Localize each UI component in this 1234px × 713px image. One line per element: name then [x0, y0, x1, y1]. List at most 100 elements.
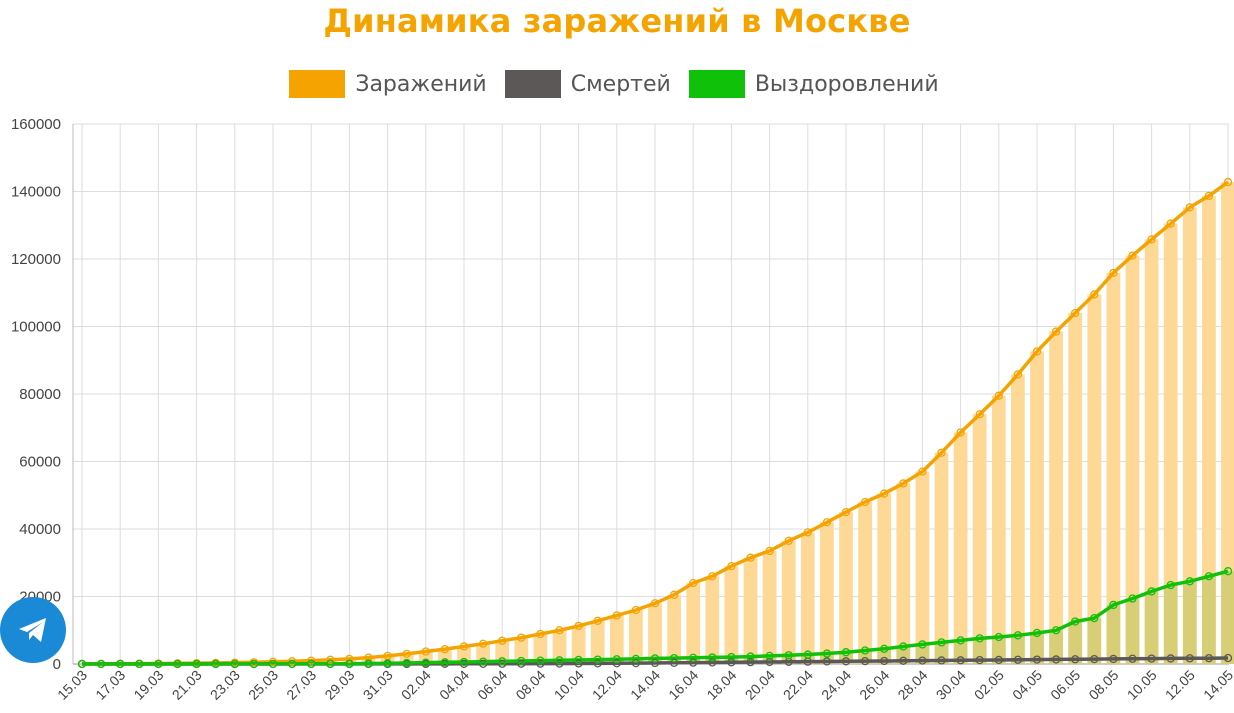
line-infected	[81, 180, 1230, 666]
point-infected	[440, 645, 450, 654]
point-infected	[478, 639, 488, 648]
x-tick-label: 04.04	[436, 667, 472, 703]
point-recovered	[536, 656, 545, 665]
point-recovered	[77, 659, 87, 669]
point-infected	[498, 636, 507, 645]
x-tick-label: 06.05	[1047, 667, 1083, 703]
legend-swatch-deaths	[504, 70, 561, 98]
point-infected	[784, 536, 793, 545]
point-recovered	[402, 658, 411, 668]
bar-infected	[686, 583, 701, 664]
telegram-icon	[19, 618, 46, 642]
point-recovered	[1128, 594, 1137, 603]
bar-infected	[877, 493, 892, 664]
point-recovered	[708, 653, 717, 662]
legend-item-deaths[interactable]: Смертей	[504, 70, 677, 98]
bar-recovered	[1125, 598, 1140, 664]
bar-infected	[724, 566, 739, 664]
point-recovered	[803, 650, 812, 659]
point-infected	[841, 507, 851, 517]
point-infected	[727, 561, 736, 571]
bar-recovered	[648, 658, 662, 664]
bar-infected	[915, 471, 930, 664]
point-deaths	[1185, 654, 1194, 663]
point-infected	[860, 497, 870, 507]
point-deaths	[498, 659, 507, 668]
point-deaths	[669, 658, 679, 667]
point-infected	[689, 578, 698, 588]
bar-infected	[896, 483, 911, 664]
bar-infected	[495, 640, 510, 664]
point-recovered	[154, 659, 163, 669]
line-recovered	[82, 569, 1229, 666]
point-recovered	[574, 655, 583, 665]
point-recovered	[555, 656, 564, 665]
x-tick-label: 14.04	[627, 667, 663, 703]
point-recovered	[1185, 577, 1194, 586]
legend-item-recovered[interactable]: Выздоровлений	[688, 70, 945, 98]
point-recovered	[822, 649, 832, 658]
point-deaths	[1090, 654, 1099, 664]
point-recovered	[880, 644, 889, 653]
point-infected	[650, 599, 660, 608]
bar-infected	[323, 659, 338, 664]
x-axis-ticks: 15.03 17.03 19.03 21.03 23.03 25.03 27.03 29.03…	[54, 667, 1234, 703]
point-deaths	[650, 658, 660, 668]
point-deaths	[918, 656, 927, 665]
point-infected	[822, 518, 832, 527]
y-tick-label: 0	[53, 656, 61, 673]
x-tick-label: 14.05	[1200, 667, 1234, 703]
y-tick-label: 40000	[19, 521, 61, 538]
point-infected	[459, 642, 469, 651]
point-deaths	[765, 657, 774, 667]
bar-infected	[609, 615, 624, 664]
point-recovered	[593, 655, 602, 664]
point-recovered	[746, 652, 755, 661]
bar-recovered	[781, 655, 796, 664]
chart-title: Динамика заражений в Москве	[323, 2, 911, 40]
x-tick-label: 08.04	[512, 667, 548, 703]
point-deaths	[1166, 654, 1175, 663]
point-deaths	[536, 659, 545, 668]
point-recovered	[689, 653, 698, 662]
point-infected	[402, 649, 411, 659]
bar-infected	[533, 633, 548, 664]
point-infected	[937, 448, 946, 457]
bar-infected	[1221, 182, 1234, 665]
point-infected	[612, 611, 621, 620]
point-deaths	[517, 659, 526, 668]
point-infected	[307, 656, 316, 665]
x-tick-label: 02.05	[971, 667, 1007, 703]
legend-label-deaths: Смертей	[570, 71, 671, 97]
point-deaths	[994, 655, 1003, 665]
telegram-button[interactable]	[0, 597, 66, 663]
point-recovered	[1071, 617, 1080, 626]
x-tick-label: 25.03	[245, 667, 281, 703]
bar-infected	[1125, 255, 1140, 664]
bar-recovered	[1144, 591, 1159, 664]
point-recovered	[249, 659, 259, 669]
y-axis-ticks: 0200004000060000800001000001200001400001…	[11, 116, 61, 673]
point-recovered	[1166, 580, 1175, 590]
point-deaths	[937, 656, 946, 665]
bar-infected	[858, 502, 872, 664]
x-tick-label: 17.03	[92, 667, 128, 703]
x-tick-label: 21.03	[169, 667, 205, 703]
y-tick-label: 60000	[19, 454, 61, 471]
legend-item-infected[interactable]: Заражений	[289, 70, 492, 98]
point-recovered	[326, 659, 335, 668]
bar-infected	[800, 532, 815, 664]
point-recovered	[1204, 572, 1214, 581]
point-recovered	[1051, 626, 1061, 635]
point-deaths	[631, 658, 641, 668]
point-infected	[593, 616, 602, 625]
y-tick-label: 160000	[11, 116, 61, 133]
bar-recovered	[1030, 632, 1044, 664]
point-deaths	[1204, 654, 1214, 663]
x-tick-label: 02.04	[398, 667, 434, 703]
point-deaths	[689, 658, 698, 667]
point-recovered	[421, 658, 430, 667]
point-deaths	[1223, 653, 1233, 663]
point-recovered	[1032, 628, 1042, 638]
